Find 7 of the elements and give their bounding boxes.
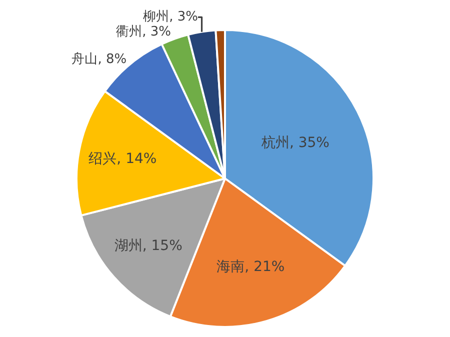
slice-label: 杭州, 35% — [260, 134, 330, 151]
slice-label: 海南, 21% — [216, 258, 285, 275]
slice-label: 绍兴, 14% — [88, 150, 157, 167]
slice-label: 衢州, 3% — [116, 24, 171, 40]
slice-label: 柳州, 3% — [143, 10, 198, 25]
slice-label: 湖州, 15% — [114, 238, 182, 254]
slice-label: 舟山, 8% — [72, 52, 127, 68]
